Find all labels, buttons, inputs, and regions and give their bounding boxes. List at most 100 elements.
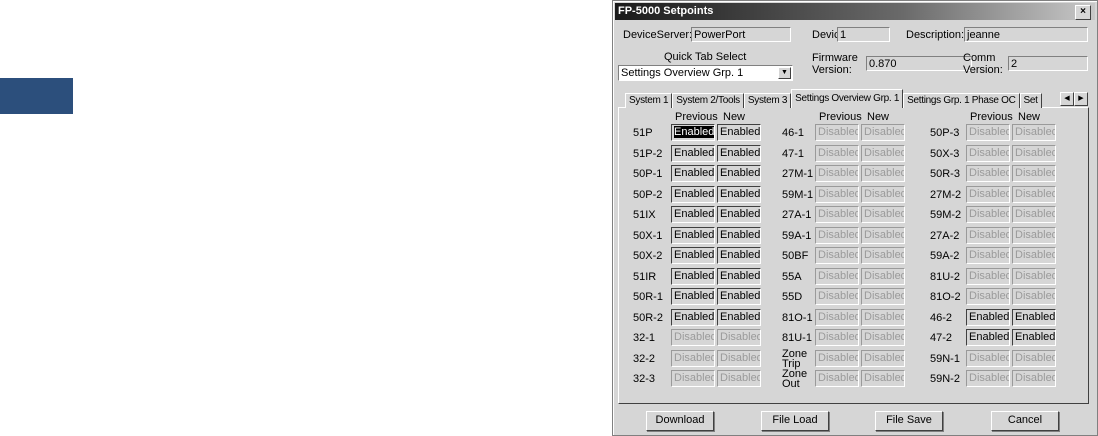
cancel-button[interactable]: Cancel (991, 411, 1059, 431)
new-value[interactable]: Disabled (1012, 247, 1056, 264)
new-value[interactable]: Disabled (861, 185, 905, 203)
previous-value[interactable]: Disabled (671, 370, 715, 387)
tab-1[interactable]: System 1 (625, 93, 673, 108)
new-value[interactable]: Disabled (1012, 226, 1056, 244)
previous-value[interactable]: Disabled (815, 206, 859, 223)
new-value[interactable]: Disabled (1012, 124, 1056, 141)
new-value[interactable]: Enabled (1012, 329, 1056, 346)
previous-value[interactable]: Enabled (671, 226, 715, 244)
previous-value[interactable]: Disabled (815, 247, 859, 264)
new-value[interactable]: Disabled (1012, 206, 1056, 223)
quick-tab-select[interactable]: Settings Overview Grp. 1 ▼ (618, 65, 793, 81)
new-value[interactable]: Disabled (861, 165, 905, 182)
new-value[interactable]: Enabled (717, 206, 761, 223)
previous-value[interactable]: Disabled (966, 206, 1010, 223)
previous-value[interactable]: Disabled (966, 370, 1010, 387)
previous-value[interactable]: Enabled (966, 308, 1010, 326)
new-value[interactable]: Enabled (717, 185, 761, 203)
row-label: 50X-3 (930, 147, 960, 160)
new-value[interactable]: Enabled (717, 165, 761, 182)
value-text: Disabled (864, 310, 905, 323)
new-value[interactable]: Enabled (717, 247, 761, 264)
value-text: Disabled (818, 208, 859, 220)
previous-value[interactable]: Disabled (815, 267, 859, 285)
download-button[interactable]: Download (646, 411, 714, 431)
previous-value[interactable]: Disabled (966, 288, 1010, 305)
new-value[interactable]: Disabled (1012, 185, 1056, 203)
new-value[interactable]: Enabled (717, 124, 761, 141)
previous-value[interactable]: Disabled (815, 308, 859, 326)
new-value[interactable]: Disabled (717, 349, 761, 367)
previous-value[interactable]: Enabled (671, 267, 715, 285)
new-value[interactable]: Enabled (717, 226, 761, 244)
new-value[interactable]: Enabled (717, 267, 761, 285)
previous-value[interactable]: Disabled (966, 124, 1010, 141)
chevron-down-icon[interactable]: ▼ (778, 67, 791, 79)
new-value[interactable]: Disabled (1012, 267, 1056, 285)
new-value[interactable]: Disabled (1012, 288, 1056, 305)
previous-value[interactable]: Disabled (815, 226, 859, 244)
close-button[interactable]: × (1075, 5, 1091, 20)
previous-value[interactable]: Enabled (671, 206, 715, 223)
previous-value[interactable]: Disabled (815, 349, 859, 367)
new-value[interactable]: Disabled (861, 124, 905, 141)
previous-value[interactable]: Disabled (966, 165, 1010, 182)
previous-value[interactable]: Disabled (815, 288, 859, 305)
new-value[interactable]: Enabled (717, 288, 761, 305)
new-value[interactable]: Disabled (861, 308, 905, 326)
previous-value[interactable]: Enabled (966, 329, 1010, 346)
new-value[interactable]: Disabled (861, 144, 905, 162)
previous-value[interactable]: Disabled (815, 185, 859, 203)
new-value[interactable]: Enabled (717, 308, 761, 326)
new-value[interactable]: Disabled (1012, 370, 1056, 387)
description-field[interactable]: jeanne (964, 27, 1088, 42)
file-load-button[interactable]: File Load (761, 411, 829, 431)
previous-value[interactable]: Disabled (966, 349, 1010, 367)
tab-3[interactable]: System 3 (743, 93, 792, 108)
previous-value[interactable]: Enabled (671, 185, 715, 203)
new-value[interactable]: Disabled (861, 329, 905, 346)
file-save-button[interactable]: File Save (875, 411, 943, 431)
new-value[interactable]: Disabled (717, 370, 761, 387)
new-value[interactable]: Disabled (1012, 144, 1056, 162)
previous-value[interactable]: Disabled (815, 165, 859, 182)
device-num-field[interactable]: 1 (837, 27, 890, 42)
previous-value[interactable]: Enabled (671, 124, 715, 141)
tab-scroll-right-icon[interactable]: ▶ (1074, 92, 1088, 106)
previous-value[interactable]: Disabled (966, 267, 1010, 285)
new-value[interactable]: Disabled (861, 288, 905, 305)
new-value[interactable]: Disabled (861, 370, 905, 387)
previous-value[interactable]: Disabled (671, 329, 715, 346)
previous-value[interactable]: Disabled (815, 370, 859, 387)
new-value[interactable]: Disabled (861, 226, 905, 244)
previous-value[interactable]: Disabled (815, 329, 859, 346)
new-value[interactable]: Disabled (1012, 165, 1056, 182)
previous-value[interactable]: Disabled (966, 247, 1010, 264)
device-server-field[interactable]: PowerPort (691, 27, 791, 42)
previous-value[interactable]: Enabled (671, 247, 715, 264)
previous-value[interactable]: Enabled (671, 288, 715, 305)
previous-value[interactable]: Disabled (815, 124, 859, 141)
new-value[interactable]: Disabled (861, 206, 905, 223)
tab-scroll-left-icon[interactable]: ◀ (1060, 92, 1074, 106)
tab-6[interactable]: Set (1019, 93, 1042, 108)
previous-value[interactable]: Enabled (671, 308, 715, 326)
new-value[interactable]: Disabled (861, 267, 905, 285)
new-value[interactable]: Disabled (861, 247, 905, 264)
new-value[interactable]: Enabled (1012, 308, 1056, 326)
previous-value[interactable]: Disabled (815, 144, 859, 162)
previous-value[interactable]: Disabled (966, 226, 1010, 244)
new-value[interactable]: Enabled (717, 144, 761, 162)
previous-value[interactable]: Disabled (966, 185, 1010, 203)
new-value[interactable]: Disabled (861, 349, 905, 367)
previous-value[interactable]: Disabled (671, 349, 715, 367)
new-value[interactable]: Disabled (1012, 349, 1056, 367)
previous-value[interactable]: Enabled (671, 144, 715, 162)
tab-2[interactable]: System 2/Tools (672, 93, 744, 108)
tab-4[interactable]: Settings Overview Grp. 1 (791, 89, 904, 108)
previous-value[interactable]: Disabled (966, 144, 1010, 162)
tab-5[interactable]: Settings Grp. 1 Phase OC (903, 93, 1020, 108)
new-value[interactable]: Disabled (717, 329, 761, 346)
previous-value[interactable]: Enabled (671, 165, 715, 182)
row-label: 50BF (782, 250, 809, 262)
